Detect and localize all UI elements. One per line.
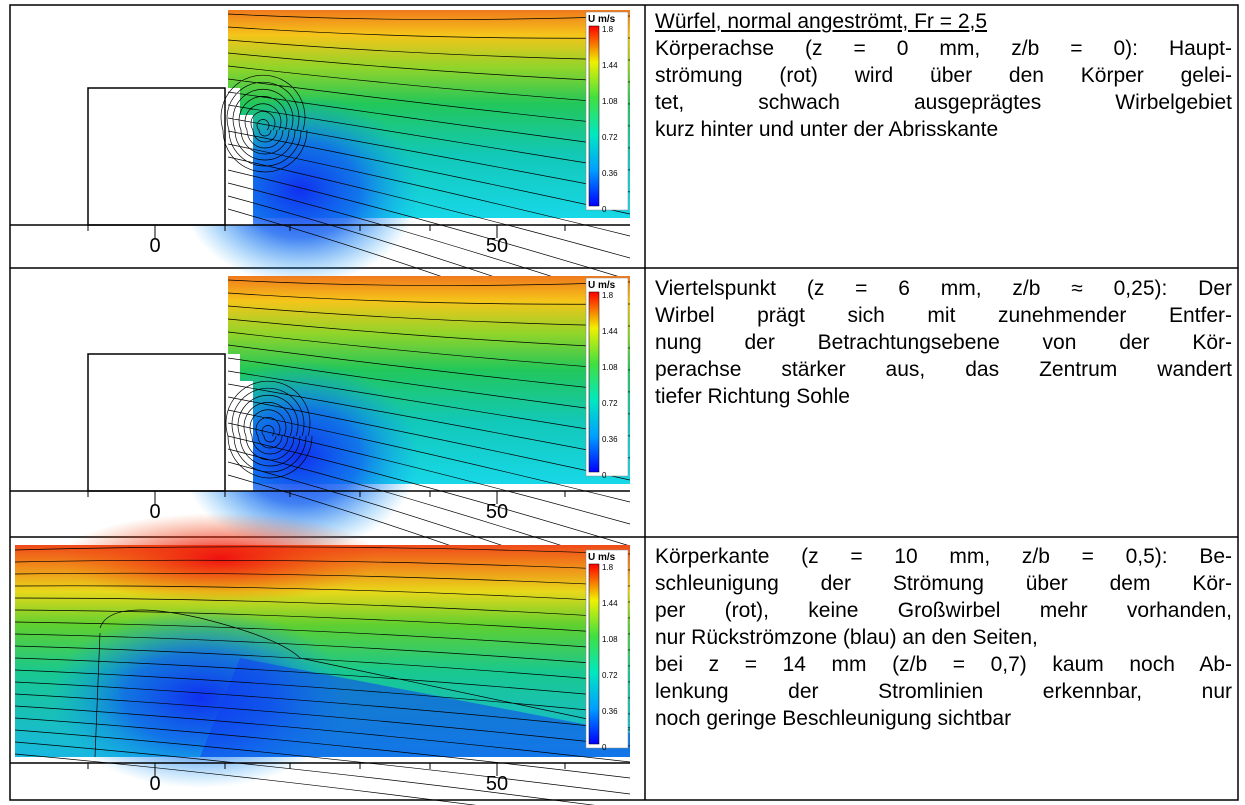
colorbar-label: 0.36 [602,169,618,178]
text-line: schleunigung der Strömung über dem Kör- [655,570,1232,597]
text-line: Wirbel prägt sich mit zunehmender Entfer… [655,302,1232,329]
text-line: bei z = 14 mm (z/b = 0,7) kaum noch Ab- [655,651,1232,678]
colorbar-title: U m/s [588,552,616,563]
x-tick-label: 50 [486,501,508,523]
colorbar-label: 1.08 [602,97,618,106]
text-line: kurz hinter und unter der Abrisskante [655,116,1232,143]
text-line: perachse stärker aus, das Zentrum wander… [655,356,1232,383]
text-line: Viertelspunkt (z = 6 mm, z/b ≈ 0,25): De… [655,275,1232,302]
colorbar-label: 0 [602,471,607,480]
text-line: Körperachse (z = 0 mm, z/b = 0): Haupt- [655,35,1232,62]
colorbar-label: 1.08 [602,635,618,644]
text-line: noch geringe Beschleunigung sichtbar [655,705,1232,732]
colorbar-label: 0.36 [602,707,618,716]
description: Körperkante (z = 10 mm, z/b = 0,5): Be-s… [655,543,1232,732]
colorbar-title: U m/s [588,280,616,291]
colorbar-label: 0 [602,743,607,752]
colorbar-label: 1.44 [602,327,618,336]
colorbar [589,26,599,206]
colorbar-title: U m/s [588,14,616,25]
colorbar-label: 0.36 [602,435,618,444]
colorbar [589,564,599,744]
x-tick-label: 50 [486,235,508,257]
section-title: Würfel, normal angeströmt, Fr = 2,5 [655,8,1232,35]
text-line: nung der Betrachtungsebene von der Kör- [655,329,1232,356]
text-line: nur Rückströmzone (blau) an den Seiten, [655,624,1232,651]
text-line: strömung (rot) wird über den Körper gele… [655,62,1232,89]
colorbar-label: 0.72 [602,399,618,408]
colorbar-label: 1.44 [602,599,618,608]
colorbar-label: 1.8 [602,563,614,572]
description: Viertelspunkt (z = 6 mm, z/b ≈ 0,25): De… [655,275,1232,410]
colorbar-label: 0.72 [602,133,618,142]
colorbar-label: 1.08 [602,363,618,372]
x-tick-label: 50 [486,773,508,795]
colorbar-label: 1.8 [602,25,614,34]
text-line: tiefer Richtung Sohle [655,383,1232,410]
x-tick-label: 0 [149,773,160,795]
text-line: lenkung der Stromlinien erkennbar, nur [655,678,1232,705]
page: U m/s1.81.441.080.720.360050U m/s1.81.44… [0,0,1245,805]
text-line: Körperkante (z = 10 mm, z/b = 0,5): Be- [655,543,1232,570]
colorbar-label: 0.72 [602,671,618,680]
colorbar [589,292,599,472]
body [88,88,225,225]
colorbar-label: 1.8 [602,291,614,300]
flow-plot: U m/s1.8 1.44 1.08 0.72 0.36 0 0 50 [10,513,630,805]
colorbar-label: 0 [602,205,607,214]
x-tick-label: 0 [149,235,160,257]
text-line: tet, schwach ausgeprägtes Wirbelgebiet [655,89,1232,116]
text-line: per (rot), keine Großwirbel mehr vorhand… [655,597,1232,624]
body [88,354,225,491]
colorbar-label: 1.44 [602,61,618,70]
